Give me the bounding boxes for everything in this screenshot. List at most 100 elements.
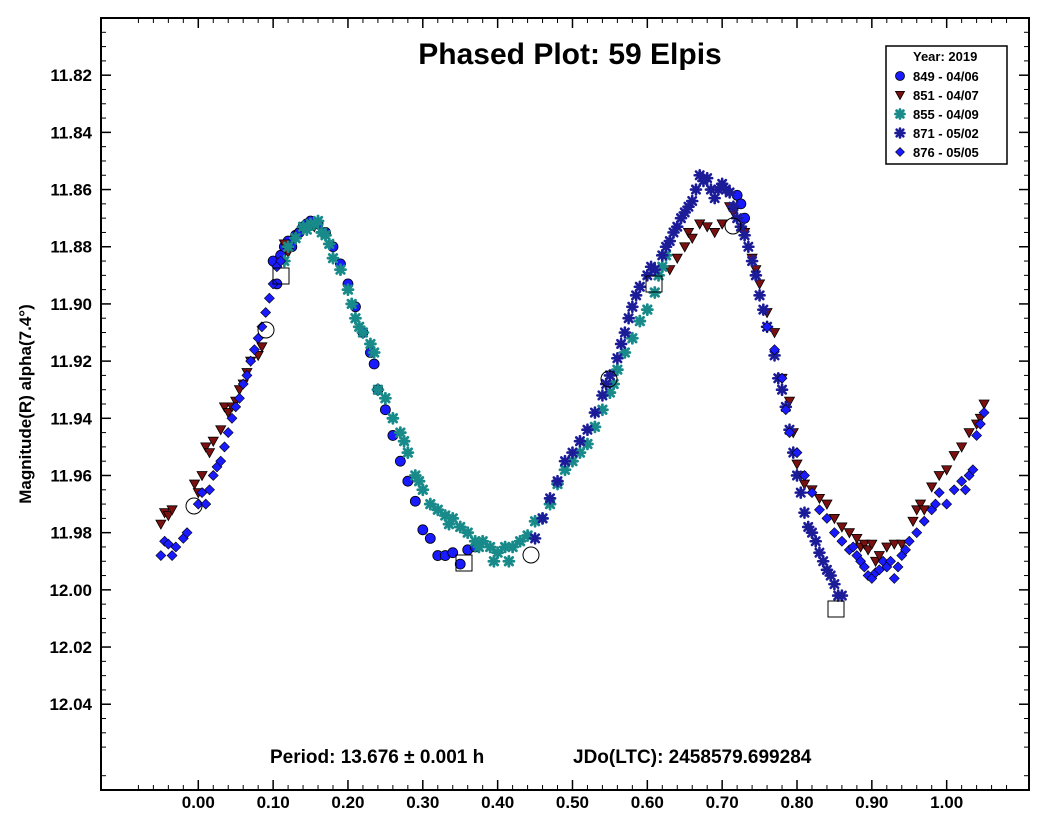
data-point [200, 498, 212, 510]
legend-marker [894, 127, 906, 139]
x-tick-label: 0.60 [631, 793, 664, 812]
data-point [502, 554, 516, 568]
data-point [813, 493, 826, 505]
data-point [461, 526, 475, 540]
data-point [222, 408, 234, 419]
series-2 [277, 214, 673, 568]
data-point [633, 314, 647, 328]
jdo-text: JDo(LTC): 2458579.699284 [573, 747, 812, 768]
data-point [955, 442, 968, 453]
data-point [753, 289, 766, 302]
data-point [828, 513, 841, 525]
data-point [862, 545, 874, 556]
data-point [446, 511, 460, 525]
data-point [454, 558, 466, 570]
data-point [207, 470, 219, 481]
x-tick-label: 0.30 [406, 793, 439, 812]
data-point [311, 214, 325, 228]
data-point [528, 532, 542, 545]
data-point [423, 497, 437, 511]
data-point [784, 427, 795, 439]
data-point [487, 554, 501, 568]
data-point [611, 351, 624, 365]
data-point [948, 451, 960, 462]
data-point [971, 430, 983, 441]
data-point [694, 219, 706, 230]
data-point [896, 539, 908, 550]
data-point [816, 554, 830, 568]
data-point [836, 522, 848, 533]
phase-marker-circle [724, 217, 742, 235]
data-point [424, 532, 436, 544]
data-point [155, 550, 167, 561]
data-point [248, 344, 260, 356]
data-point [682, 228, 695, 239]
phase-marker-square [645, 275, 663, 293]
data-point [978, 407, 990, 419]
data-point [858, 539, 871, 550]
data-point [888, 539, 900, 550]
data-point [940, 465, 953, 476]
x-tick-label: 0.80 [780, 793, 813, 812]
data-point [933, 487, 945, 499]
data-point [226, 412, 238, 424]
data-point [907, 516, 919, 528]
data-point [181, 527, 193, 539]
data-point [379, 404, 391, 416]
data-point [367, 346, 381, 359]
data-point [543, 492, 557, 505]
data-point [903, 535, 915, 547]
phase-markers [185, 217, 845, 618]
data-point [394, 455, 406, 467]
plot-frame [100, 17, 1030, 791]
data-point [215, 425, 227, 436]
data-point [275, 255, 287, 267]
data-point [806, 487, 818, 499]
data-point [393, 426, 407, 439]
data-point [401, 446, 415, 460]
data-point [761, 321, 773, 333]
data-point [843, 528, 856, 539]
data-point [622, 311, 635, 325]
y-tick-label: 12.00 [49, 581, 92, 600]
x-tick-label: 1.00 [930, 793, 963, 812]
x-tick-label: 0.50 [556, 793, 589, 812]
data-point [368, 358, 380, 370]
data-point [663, 234, 677, 248]
y-tick-label: 11.88 [50, 238, 92, 257]
data-point [386, 411, 400, 425]
data-point [289, 231, 302, 245]
data-point [409, 495, 421, 507]
data-point [914, 499, 927, 510]
data-point [397, 434, 411, 448]
data-point [956, 475, 968, 487]
y-tick-label: 11.94 [50, 409, 92, 428]
data-point [341, 283, 355, 297]
data-point [963, 428, 975, 439]
data-point [670, 220, 684, 234]
data-point [641, 269, 654, 282]
data-point [749, 269, 763, 282]
x-tick-label: 0.00 [182, 793, 215, 812]
period-text: Period: 13.676 ± 0.001 h [270, 747, 484, 768]
data-point [791, 447, 803, 459]
data-point [900, 544, 911, 556]
legend-label: 851 - 04/07 [913, 88, 979, 103]
phase-marker-square [455, 554, 473, 572]
data-point [349, 311, 362, 325]
data-point [245, 355, 257, 367]
data-point [633, 280, 647, 294]
data-point [847, 541, 859, 553]
data-point [824, 569, 837, 582]
data-point [888, 572, 900, 584]
data-point [708, 191, 721, 205]
y-tick-label: 11.98 [50, 524, 92, 543]
data-point [322, 237, 336, 251]
data-point [581, 423, 594, 437]
data-point [364, 337, 377, 351]
data-point [230, 401, 242, 413]
data-point [851, 533, 863, 545]
data-point [911, 505, 923, 516]
phase-marker-square [827, 600, 845, 618]
phase-marker-circle [522, 546, 540, 564]
